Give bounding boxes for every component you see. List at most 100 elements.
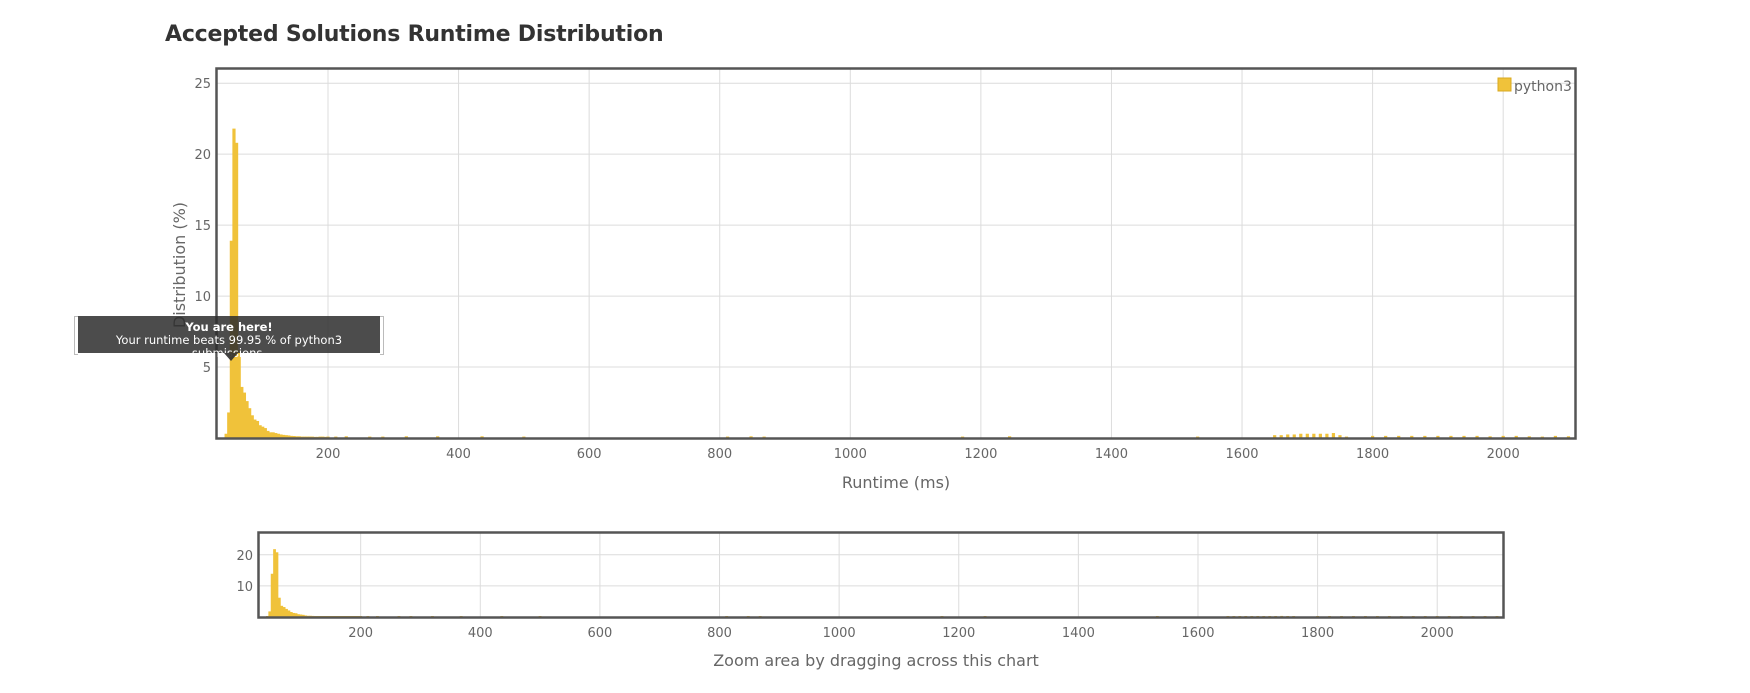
- legend-label-python3[interactable]: python3: [1514, 79, 1572, 95]
- x-axis-title: Runtime (ms): [842, 473, 950, 492]
- main-chart-axes: 200 400 600 800 1000 1200 1400 1600 1800 2000 5 10 1…: [194, 77, 1519, 462]
- main-bar[interactable]: [276, 433, 280, 438]
- navigator-axes: 200 400 600 800 1000 1200 1400 1600 1800 2000 10 20: [236, 549, 1453, 641]
- main-bar[interactable]: [1397, 435, 1401, 438]
- main-bar[interactable]: [1384, 435, 1388, 438]
- main-bar[interactable]: [1318, 433, 1322, 438]
- main-bar[interactable]: [292, 436, 296, 438]
- main-bar[interactable]: [258, 425, 262, 438]
- main-bar[interactable]: [240, 386, 244, 438]
- navigator-bars: [265, 549, 1499, 617]
- main-bar[interactable]: [281, 434, 286, 438]
- main-bar[interactable]: [1475, 435, 1479, 438]
- nav-bar: [289, 612, 293, 617]
- main-bar[interactable]: [250, 415, 254, 438]
- legend-swatch-python3[interactable]: [1497, 77, 1512, 92]
- main-bar[interactable]: [1449, 435, 1453, 438]
- main-bar[interactable]: [237, 350, 241, 438]
- nav-x-tick-label: 1200: [942, 626, 975, 641]
- nav-x-tick-label: 400: [468, 626, 493, 641]
- main-bar[interactable]: [287, 435, 291, 438]
- main-bar[interactable]: [1008, 436, 1012, 438]
- main-y-tick-label: 5: [203, 361, 211, 376]
- nav-bar: [294, 613, 298, 617]
- main-bar[interactable]: [234, 142, 239, 439]
- main-bar[interactable]: [1566, 436, 1571, 438]
- tooltip-bracket-left: [74, 316, 78, 355]
- main-bar[interactable]: [1410, 435, 1414, 438]
- nav-x-tick-label: 200: [348, 626, 373, 641]
- zoom-hint-text: Zoom area by dragging across this chart: [713, 651, 1039, 670]
- main-bar[interactable]: [295, 436, 299, 438]
- main-bar[interactable]: [1338, 435, 1342, 438]
- nav-bar: [285, 608, 288, 617]
- main-bar[interactable]: [404, 436, 408, 438]
- main-bar[interactable]: [1488, 436, 1492, 438]
- main-bar[interactable]: [1331, 433, 1336, 438]
- nav-bar: [297, 614, 300, 617]
- y-axis-title: Distribution (%): [170, 202, 189, 328]
- main-bar[interactable]: [224, 433, 228, 438]
- main-bar[interactable]: [279, 434, 283, 438]
- main-x-tick-label: 1800: [1356, 447, 1389, 462]
- main-bar[interactable]: [245, 401, 249, 438]
- navigator-frame[interactable]: [257, 531, 1505, 619]
- nav-y-tick-label: 20: [236, 549, 253, 564]
- main-bar[interactable]: [268, 432, 273, 438]
- main-bar[interactable]: [1305, 433, 1309, 438]
- main-chart-bars[interactable]: [224, 128, 1571, 439]
- legend[interactable]: python3: [1497, 77, 1572, 95]
- main-bar[interactable]: [274, 433, 278, 438]
- main-bar[interactable]: [1436, 435, 1440, 438]
- main-bar[interactable]: [263, 428, 267, 438]
- main-x-tick-label: 200: [316, 447, 341, 462]
- main-bar[interactable]: [1279, 435, 1283, 438]
- nav-y-tick-label: 10: [236, 580, 253, 595]
- main-bar[interactable]: [289, 435, 294, 438]
- main-bar[interactable]: [480, 436, 484, 438]
- main-bar[interactable]: [248, 408, 252, 438]
- main-y-tick-label: 20: [194, 148, 211, 163]
- main-bar[interactable]: [284, 435, 288, 438]
- main-bar[interactable]: [1527, 436, 1531, 438]
- nav-bar: [301, 614, 305, 617]
- main-x-tick-label: 1400: [1095, 447, 1128, 462]
- main-x-tick-label: 1000: [834, 447, 867, 462]
- nav-x-tick-label: 1600: [1181, 626, 1214, 641]
- main-bar[interactable]: [1423, 435, 1427, 438]
- main-bar[interactable]: [271, 432, 275, 438]
- main-bar[interactable]: [232, 128, 236, 438]
- main-bar[interactable]: [253, 419, 257, 438]
- main-chart-grid: [217, 69, 1575, 438]
- main-bar[interactable]: [297, 436, 301, 438]
- main-bar[interactable]: [261, 426, 265, 438]
- main-bar[interactable]: [1299, 433, 1303, 438]
- main-bar[interactable]: [255, 420, 260, 438]
- main-bar[interactable]: [1371, 435, 1375, 438]
- main-bar[interactable]: [749, 436, 753, 438]
- main-bar[interactable]: [344, 436, 348, 438]
- main-bar[interactable]: [1312, 433, 1316, 438]
- main-bar[interactable]: [1514, 435, 1518, 438]
- main-bar[interactable]: [436, 436, 440, 438]
- nav-bar: [280, 605, 284, 617]
- nav-bar: [275, 552, 279, 617]
- nav-x-tick-label: 600: [587, 626, 612, 641]
- main-bar[interactable]: [242, 392, 247, 438]
- main-bar[interactable]: [1553, 435, 1558, 438]
- nav-bar: [299, 614, 303, 617]
- main-x-tick-label: 400: [446, 447, 471, 462]
- main-bar[interactable]: [266, 430, 270, 438]
- nav-bar: [282, 607, 286, 617]
- nav-x-tick-label: 1800: [1301, 626, 1334, 641]
- main-bar[interactable]: [1325, 433, 1329, 438]
- nav-x-tick-label: 2000: [1421, 626, 1454, 641]
- main-bar[interactable]: [1501, 435, 1505, 438]
- main-y-tick-label: 10: [194, 290, 211, 305]
- main-bar[interactable]: [1286, 434, 1290, 438]
- main-bar[interactable]: [1292, 434, 1296, 438]
- main-bar[interactable]: [1462, 435, 1466, 438]
- main-bar[interactable]: [227, 412, 231, 438]
- main-bar[interactable]: [1273, 435, 1277, 438]
